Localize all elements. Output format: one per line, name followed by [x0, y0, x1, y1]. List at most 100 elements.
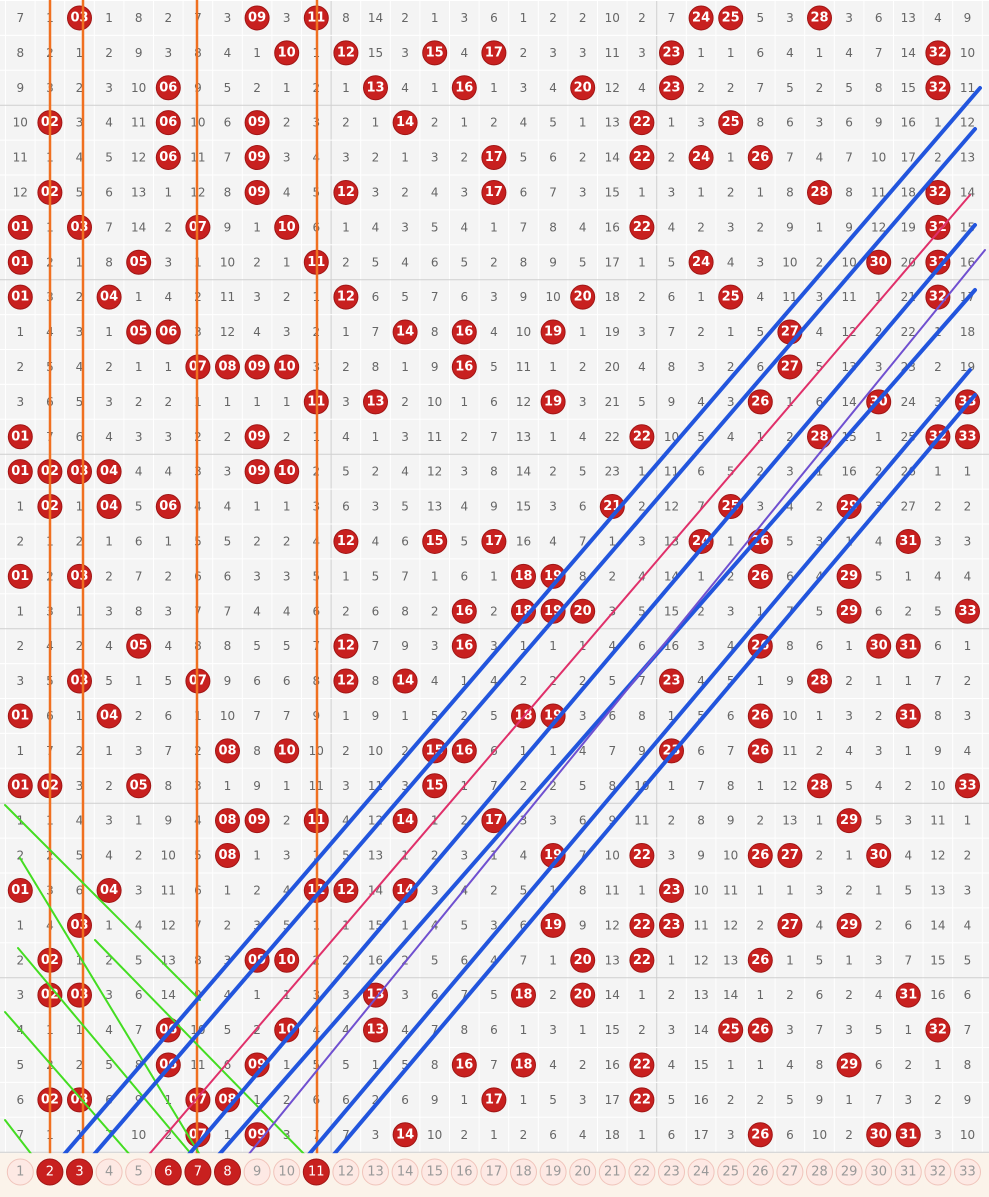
number-button[interactable] — [687, 1158, 715, 1186]
number-button[interactable] — [954, 1158, 981, 1186]
omission-count: 3 — [105, 814, 113, 828]
drawn-ball — [244, 354, 270, 380]
selected-number[interactable] — [66, 1158, 93, 1186]
drawn-ball — [392, 1122, 418, 1148]
omission-count: 1 — [342, 220, 350, 234]
number-label[interactable]: 29 — [841, 1165, 858, 1180]
number-label[interactable]: 26 — [752, 1165, 769, 1180]
number-label[interactable]: 31 — [900, 1165, 917, 1180]
omission-count: 9 — [431, 1093, 439, 1107]
number-label[interactable]: 30 — [870, 1165, 887, 1180]
number-button[interactable] — [894, 1158, 922, 1186]
number-label[interactable]: 9 — [253, 1165, 261, 1180]
number-label[interactable]: 13 — [367, 1165, 384, 1180]
number-label[interactable]: 20 — [574, 1165, 591, 1180]
number-label[interactable]: 10 — [278, 1165, 295, 1180]
omission-count: 5 — [697, 709, 705, 723]
number-label[interactable]: 32 — [930, 1165, 947, 1180]
omission-count: 6 — [460, 569, 468, 583]
number-label[interactable]: 14 — [397, 1165, 414, 1180]
omission-count: 3 — [76, 116, 84, 130]
omission-count: 4 — [727, 255, 735, 269]
number-button[interactable] — [362, 1158, 389, 1186]
number-button[interactable] — [628, 1158, 656, 1186]
number-button[interactable] — [746, 1158, 774, 1186]
number-label[interactable]: 2 — [46, 1165, 54, 1180]
number-button[interactable] — [125, 1158, 153, 1186]
drawn-ball — [895, 703, 921, 729]
omission-count: 3 — [904, 814, 912, 828]
number-button[interactable] — [450, 1158, 478, 1186]
omission-count: 10 — [930, 779, 945, 793]
omission-count: 12 — [693, 953, 708, 967]
selected-number[interactable] — [184, 1158, 212, 1186]
number-button[interactable] — [598, 1158, 626, 1186]
omission-count: 2 — [638, 1023, 646, 1037]
number-label[interactable]: 12 — [338, 1165, 355, 1180]
selected-number[interactable] — [154, 1158, 182, 1186]
number-button[interactable] — [510, 1158, 537, 1186]
drawn-ball — [126, 249, 152, 275]
omission-count: 2 — [786, 988, 794, 1002]
drawn-ball — [925, 1017, 951, 1043]
number-label[interactable]: 19 — [545, 1165, 562, 1180]
omission-count: 9 — [431, 360, 439, 374]
number-button[interactable] — [539, 1158, 567, 1186]
omission-count: 1 — [727, 46, 735, 60]
number-label[interactable]: 5 — [135, 1165, 143, 1180]
number-button[interactable] — [924, 1158, 952, 1186]
number-label[interactable]: 33 — [959, 1165, 976, 1180]
number-button[interactable] — [835, 1158, 863, 1186]
number-label[interactable]: 7 — [194, 1165, 202, 1180]
omission-count: 4 — [342, 430, 350, 444]
omission-count: 6 — [16, 1093, 24, 1107]
number-button[interactable] — [243, 1158, 271, 1186]
selected-number[interactable] — [302, 1158, 330, 1186]
drawn-number: 03 — [70, 464, 88, 479]
number-button[interactable] — [480, 1158, 508, 1186]
number-label[interactable]: 18 — [515, 1165, 532, 1180]
omission-count: 2 — [342, 604, 350, 618]
omission-count: 3 — [76, 779, 84, 793]
number-label[interactable]: 6 — [164, 1165, 172, 1180]
drawn-ball — [274, 459, 300, 485]
number-button[interactable] — [806, 1158, 833, 1186]
omission-count: 2 — [904, 779, 912, 793]
green-line — [17, 947, 193, 1156]
number-button[interactable] — [6, 1158, 34, 1186]
number-button[interactable] — [273, 1158, 301, 1186]
number-label[interactable]: 22 — [634, 1165, 651, 1180]
selected-number[interactable] — [214, 1158, 241, 1186]
number-label[interactable]: 16 — [456, 1165, 473, 1180]
number-button[interactable] — [658, 1158, 685, 1186]
omission-count: 3 — [490, 918, 498, 932]
selected-number[interactable] — [36, 1158, 64, 1186]
number-button[interactable] — [717, 1158, 745, 1186]
number-label[interactable]: 8 — [223, 1165, 231, 1180]
number-label[interactable]: 27 — [782, 1165, 799, 1180]
number-label[interactable]: 17 — [486, 1165, 503, 1180]
number-label[interactable]: 24 — [693, 1165, 710, 1180]
number-button[interactable] — [391, 1158, 419, 1186]
number-label[interactable]: 21 — [604, 1165, 621, 1180]
number-button[interactable] — [569, 1158, 597, 1186]
number-label[interactable]: 23 — [663, 1165, 680, 1180]
number-label[interactable]: 28 — [811, 1165, 828, 1180]
number-button[interactable] — [421, 1158, 449, 1186]
number-button[interactable] — [95, 1158, 123, 1186]
number-button[interactable] — [332, 1158, 360, 1186]
omission-count: 15 — [516, 500, 531, 514]
number-button[interactable] — [865, 1158, 893, 1186]
number-label[interactable]: 25 — [722, 1165, 739, 1180]
number-label[interactable]: 3 — [75, 1165, 83, 1180]
omission-count: 4 — [608, 639, 616, 653]
number-button[interactable] — [776, 1158, 804, 1186]
omission-count: 8 — [431, 1058, 439, 1072]
omission-count: 2 — [224, 918, 232, 932]
omission-count: 5 — [668, 1093, 676, 1107]
number-label[interactable]: 11 — [308, 1165, 325, 1180]
omission-count: 1 — [520, 639, 528, 653]
number-label[interactable]: 4 — [105, 1165, 113, 1180]
number-label[interactable]: 1 — [16, 1165, 24, 1180]
number-label[interactable]: 15 — [426, 1165, 443, 1180]
